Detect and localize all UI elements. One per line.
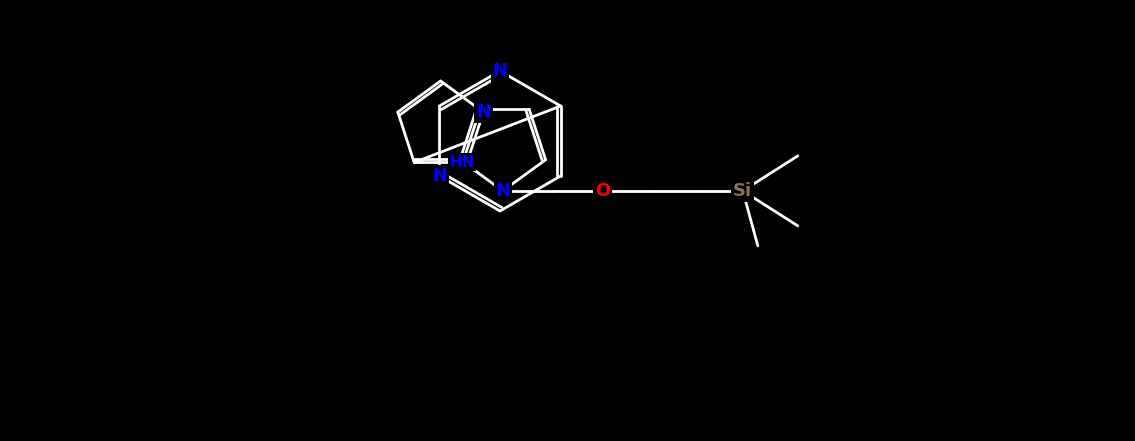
Text: N: N — [476, 103, 491, 121]
Text: HN: HN — [449, 155, 474, 170]
Text: N: N — [432, 167, 447, 185]
Text: N: N — [493, 62, 507, 80]
Text: N: N — [495, 182, 511, 200]
Text: O: O — [595, 182, 611, 200]
Text: Si: Si — [733, 182, 753, 200]
